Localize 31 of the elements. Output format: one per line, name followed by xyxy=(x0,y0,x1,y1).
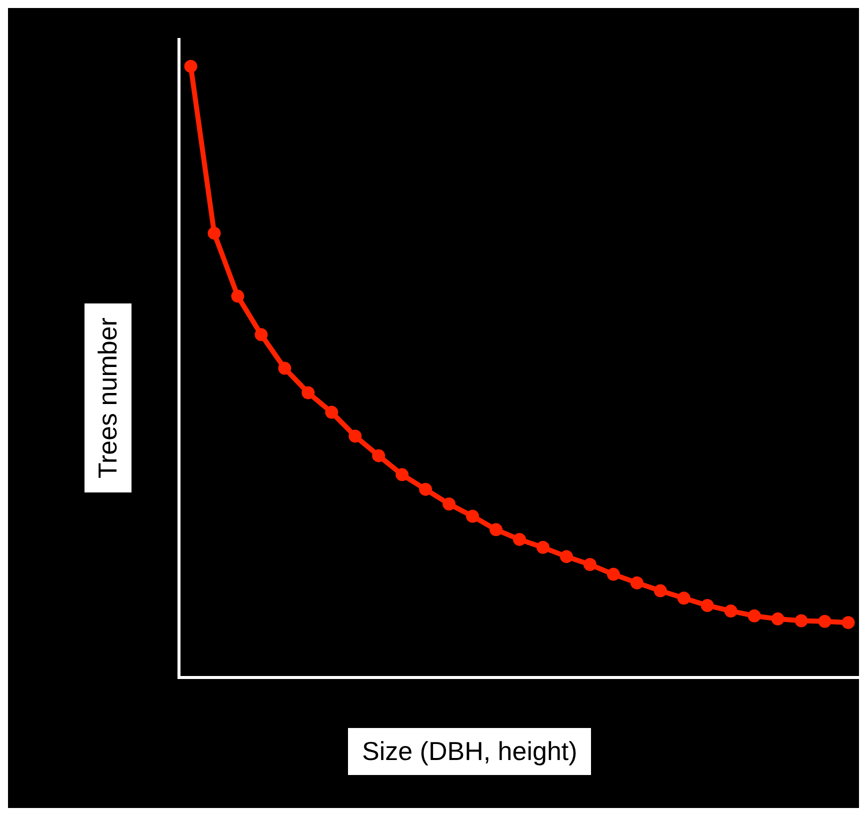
point xyxy=(396,468,409,482)
point xyxy=(818,614,832,628)
point xyxy=(302,386,315,400)
point xyxy=(184,60,198,73)
point xyxy=(372,449,386,462)
point xyxy=(208,226,221,240)
point xyxy=(254,328,268,342)
point xyxy=(325,406,338,419)
point xyxy=(278,362,292,375)
point xyxy=(513,532,526,546)
point xyxy=(490,523,503,536)
point xyxy=(677,592,690,605)
point xyxy=(748,609,761,622)
point xyxy=(771,612,784,626)
point xyxy=(606,568,620,581)
point xyxy=(560,550,573,564)
point xyxy=(630,576,644,590)
point xyxy=(466,510,480,523)
point xyxy=(794,614,808,628)
x-axis-title: Size (DBH, height) xyxy=(348,728,592,775)
point xyxy=(654,584,667,598)
point xyxy=(842,616,855,630)
point xyxy=(442,498,456,510)
point xyxy=(583,558,596,572)
point xyxy=(348,430,362,443)
point xyxy=(724,604,738,618)
point xyxy=(419,482,432,496)
point xyxy=(231,290,244,303)
y-axis-title: Trees number xyxy=(84,304,132,492)
point xyxy=(536,540,550,554)
point xyxy=(700,598,714,612)
